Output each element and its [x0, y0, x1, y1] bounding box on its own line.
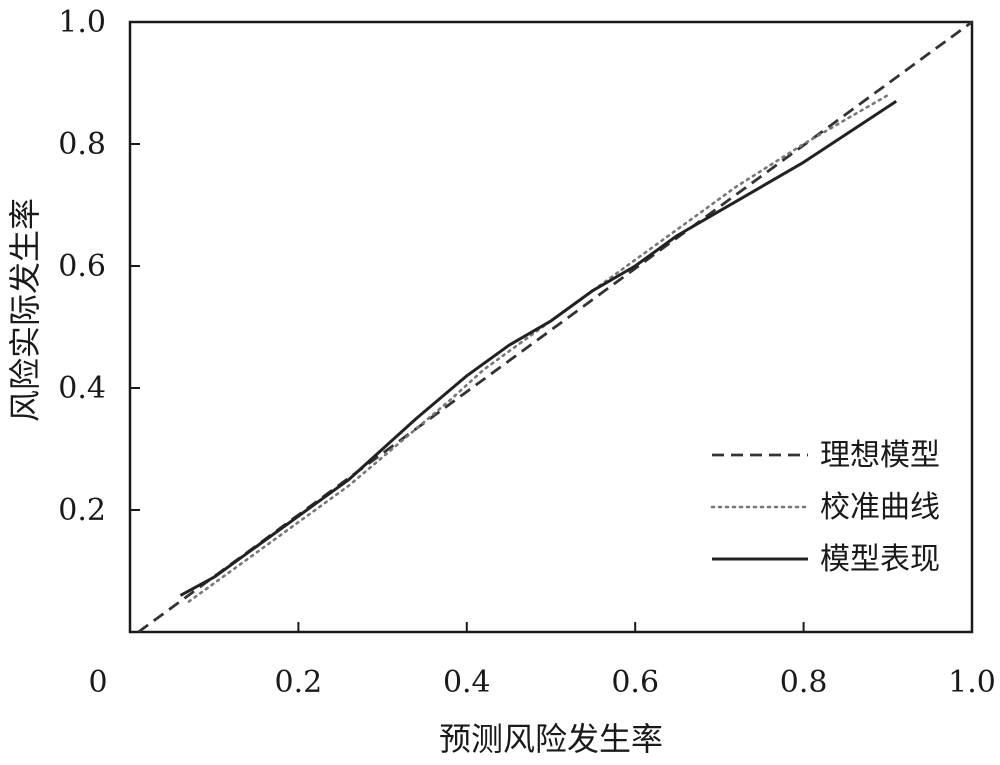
y-axis-title: 风险实际发生率	[6, 198, 44, 422]
axes: 0.2 0.4 0.6 0.8 1.0 0.2 0.4 0.6 0.8 1.0 0 预测风险发生率 风险…	[6, 5, 996, 758]
legend-label-1: 校准曲线	[820, 490, 940, 525]
y-tick-label: 0.4	[58, 371, 106, 406]
series-line-2	[179, 100, 898, 597]
legend-label-0: 理想模型	[820, 438, 940, 473]
y-tick-label: 0.8	[58, 127, 106, 162]
plot-frame	[128, 20, 974, 634]
x-axis-title: 预测风险发生率	[439, 720, 663, 758]
y-tick-label: 0.2	[58, 493, 106, 528]
origin-label: 0	[88, 665, 107, 700]
x-tick-label: 0.8	[780, 665, 828, 700]
series-lines	[137, 20, 973, 634]
x-tick-label: 0.4	[443, 665, 491, 700]
y-tick-label: 1.0	[58, 5, 106, 40]
x-tick-label: 0.6	[611, 665, 659, 700]
x-tick-label: 1.0	[948, 665, 996, 700]
legend-label-2: 模型表现	[820, 542, 940, 577]
y-tick-label: 0.6	[58, 249, 106, 284]
series-line-1	[187, 93, 890, 603]
x-tick-label: 0.2	[275, 665, 323, 700]
